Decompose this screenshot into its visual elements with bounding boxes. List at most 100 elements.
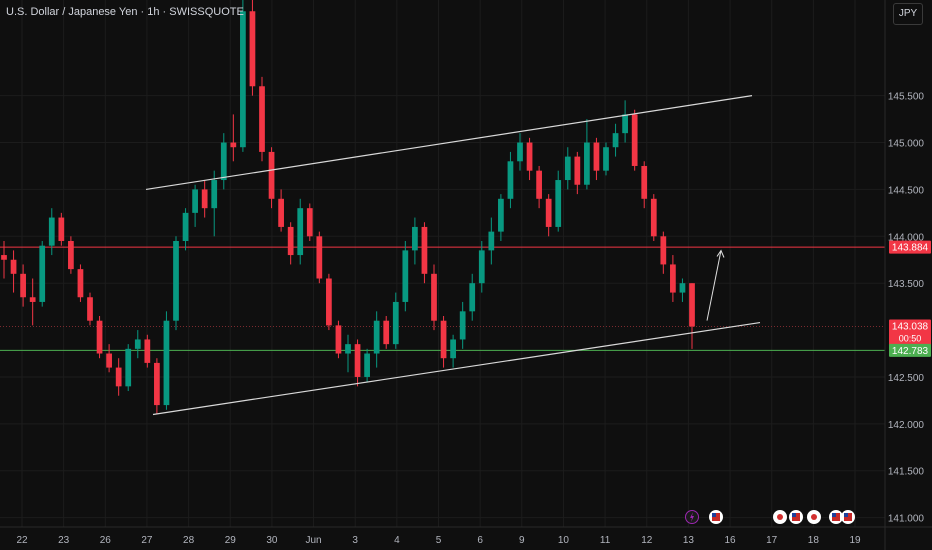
candle bbox=[249, 0, 256, 96]
event-icon-canton bbox=[792, 513, 796, 517]
candle bbox=[58, 212, 65, 246]
candle-body bbox=[392, 301, 399, 345]
candle-body bbox=[106, 353, 112, 368]
support-price-label: 142.783 bbox=[889, 343, 931, 357]
candle bbox=[526, 137, 533, 181]
lower-trendline bbox=[152, 321, 761, 416]
candle bbox=[48, 208, 55, 256]
symbol-title: U.S. Dollar / Japanese Yen · 1h · SWISSQ… bbox=[6, 6, 244, 18]
candle bbox=[240, 0, 246, 152]
candle-body bbox=[220, 142, 227, 181]
y-tick-label: 141.000 bbox=[888, 514, 925, 525]
candle-body bbox=[593, 142, 600, 171]
candle-body bbox=[48, 217, 55, 246]
candle bbox=[87, 292, 93, 326]
candle-body bbox=[96, 320, 103, 354]
candle-body bbox=[641, 165, 648, 199]
lightning-event-icon[interactable] bbox=[685, 510, 699, 524]
candle bbox=[77, 264, 84, 302]
price-label-text: 142.783 bbox=[892, 346, 929, 357]
x-tick-label: 3 bbox=[352, 535, 358, 546]
candle-body bbox=[278, 198, 284, 227]
x-tick-label: 12 bbox=[641, 535, 653, 546]
candle-body bbox=[316, 236, 323, 279]
candle bbox=[498, 194, 504, 241]
event-icon-canton bbox=[712, 513, 716, 517]
event-icon-mark bbox=[690, 512, 694, 522]
candle-body bbox=[526, 142, 533, 171]
japan-flag-event-icon[interactable] bbox=[773, 510, 787, 524]
candle-body bbox=[459, 311, 466, 340]
x-tick-label: 22 bbox=[16, 535, 28, 546]
candle-body bbox=[297, 208, 304, 256]
currency-button[interactable]: JPY bbox=[893, 3, 923, 25]
price-label-box bbox=[889, 240, 931, 254]
candle-body bbox=[545, 198, 552, 227]
japan-flag-event-icon[interactable] bbox=[807, 510, 821, 524]
candle-body bbox=[326, 278, 332, 326]
candle bbox=[220, 133, 227, 190]
x-tick-label: 29 bbox=[225, 535, 237, 546]
candle-body bbox=[440, 320, 447, 359]
x-tick-label: 10 bbox=[558, 535, 570, 546]
candle-body bbox=[39, 245, 46, 302]
candle bbox=[96, 316, 103, 359]
candle bbox=[20, 264, 26, 307]
candle bbox=[574, 151, 581, 195]
candle-body bbox=[564, 156, 571, 181]
candle-body bbox=[650, 198, 657, 237]
candle-body bbox=[192, 189, 198, 213]
y-tick-label: 142.000 bbox=[888, 420, 925, 431]
candle bbox=[660, 231, 667, 274]
candle bbox=[316, 231, 323, 284]
candle bbox=[392, 292, 399, 349]
candle-body bbox=[10, 259, 17, 274]
candle bbox=[488, 217, 495, 265]
candle bbox=[364, 348, 370, 382]
x-tick-label: 11 bbox=[600, 535, 611, 546]
candle-body bbox=[383, 320, 390, 345]
event-icon-canton bbox=[832, 513, 836, 517]
candle bbox=[1, 240, 7, 279]
candle bbox=[163, 311, 170, 410]
x-tick-label: 9 bbox=[519, 535, 525, 546]
candle-body bbox=[144, 339, 151, 363]
x-tick-label: 23 bbox=[58, 535, 70, 546]
us-flag-event-icon[interactable] bbox=[841, 510, 855, 524]
candle bbox=[173, 236, 179, 331]
us-flag-event-icon[interactable] bbox=[829, 510, 843, 524]
us-flag-event-icon[interactable] bbox=[709, 510, 723, 524]
event-icon-canton bbox=[844, 513, 848, 517]
candle-body bbox=[478, 250, 485, 284]
x-tick-label: 30 bbox=[266, 535, 278, 546]
candle bbox=[287, 222, 294, 265]
candle-body bbox=[115, 367, 122, 387]
candle bbox=[29, 278, 36, 326]
candle-body bbox=[259, 86, 265, 152]
candle bbox=[564, 147, 571, 190]
projection-arrow-shaft bbox=[706, 250, 722, 321]
candle-body bbox=[450, 339, 456, 359]
candle bbox=[268, 147, 275, 209]
candle-body bbox=[603, 147, 609, 171]
candle bbox=[555, 170, 562, 232]
candle bbox=[440, 316, 447, 368]
price-label-countdown: 00:50 bbox=[899, 334, 922, 344]
candle bbox=[450, 334, 456, 368]
candle bbox=[507, 151, 514, 209]
y-tick-label: 144.000 bbox=[888, 232, 925, 243]
candle bbox=[584, 119, 590, 190]
candle-body bbox=[555, 180, 562, 227]
candle-body bbox=[584, 142, 590, 185]
candle-body bbox=[68, 240, 74, 270]
candle bbox=[115, 358, 122, 396]
candle-body bbox=[182, 212, 189, 241]
candle bbox=[354, 339, 361, 387]
projection-arrow-head bbox=[716, 249, 725, 258]
us-flag-event-icon[interactable] bbox=[789, 510, 803, 524]
candle-body bbox=[125, 348, 132, 387]
candle bbox=[211, 170, 218, 237]
candle bbox=[402, 240, 409, 312]
